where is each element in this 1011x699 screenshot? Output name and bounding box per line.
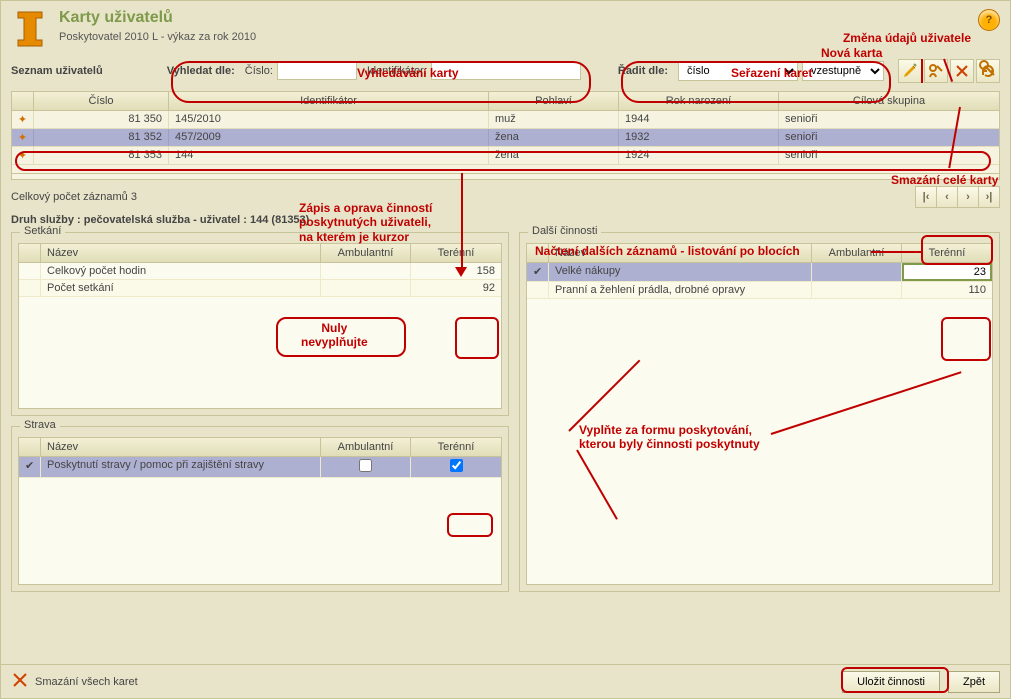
pager-prev[interactable]: ‹ [936,186,958,208]
pager-next[interactable]: › [957,186,979,208]
total-value: 3 [131,191,137,203]
row-handle-icon: ✦ [12,129,34,146]
delete-all-icon [11,671,29,692]
pager: |‹ ‹ › ›| [916,186,1000,208]
field-ident-label: Identifikátor: [367,65,427,77]
delete-card-button[interactable] [950,59,974,83]
delete-all-cards[interactable]: Smazání všech karet [11,671,138,692]
ter-checkbox[interactable] [450,459,463,472]
sort-field-select[interactable]: číslo [678,61,798,81]
app-logo [11,9,49,49]
row-handle-icon: ✦ [12,111,34,128]
list-item[interactable]: Celkový počet hodin158 [19,263,501,280]
table-row[interactable]: ✦81 350145/2010muž1944senioři [12,111,999,129]
panel-setkani-title: Setkání [20,225,65,237]
col-cislo[interactable]: Číslo [34,92,169,110]
table-row[interactable]: ✦81 352457/2009žena1932senioři [12,129,999,147]
page-title: Karty uživatelů [59,9,256,27]
page-subtitle: Poskytovatel 2010 L - výkaz za rok 2010 [59,31,256,43]
list-item[interactable]: Pranní a žehlení prádla, drobné opravy11… [527,282,992,299]
search-by-label: Vyhledat dle: [167,65,235,77]
total-label: Celkový počet záznamů [11,191,128,203]
new-card-button[interactable] [898,59,922,83]
panel-dalsi-title: Další činnosti [528,225,601,237]
help-icon[interactable]: ? [978,9,1000,31]
list-item[interactable]: ✔Velké nákupy [527,263,992,282]
search-ident-input[interactable] [431,62,581,80]
sort-dir-select[interactable]: vzestupně [802,61,884,81]
search-cislo-input[interactable] [277,62,357,80]
service-line: Druh služby : pečovatelská služba - uživ… [1,214,1010,232]
key-icon[interactable] [978,59,996,80]
col-cil[interactable]: Cílová skupina [779,92,999,110]
pager-first[interactable]: |‹ [915,186,937,208]
row-handle-icon: ✦ [12,147,34,164]
field-cislo-label: Číslo: [245,65,273,77]
amb-checkbox[interactable] [359,459,372,472]
save-button[interactable]: Uložit činnosti [842,671,940,693]
col-ident[interactable]: Identifikátor [169,92,489,110]
back-button[interactable]: Zpět [948,671,1000,693]
pager-last[interactable]: ›| [978,186,1000,208]
users-grid: Číslo Identifikátor Pohlaví Rok narození… [11,91,1000,180]
edit-user-button[interactable] [924,59,948,83]
list-label: Seznam uživatelů [11,65,103,77]
sort-by-label: Řadit dle: [618,65,668,77]
table-row[interactable]: ✦81 353144žena1924senioři [12,147,999,165]
list-item[interactable]: ✔Poskytnutí stravy / pomoc při zajištění… [19,457,501,478]
col-rok[interactable]: Rok narození [619,92,779,110]
panel-strava-title: Strava [20,419,60,431]
list-item[interactable]: Počet setkání92 [19,280,501,297]
ter-input[interactable] [902,263,992,281]
col-pohlavi[interactable]: Pohlaví [489,92,619,110]
